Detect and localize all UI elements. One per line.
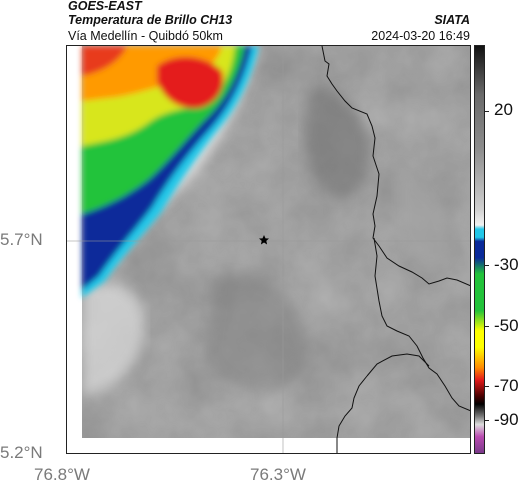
colorbar-tick-3 xyxy=(485,326,489,327)
boundary-lines xyxy=(321,46,470,453)
satellite-map xyxy=(66,45,471,454)
star-icon xyxy=(259,235,269,245)
colorbar-tick-1 xyxy=(485,111,489,112)
colorbar-label-5: -90 xyxy=(494,410,519,429)
route-subtitle: Vía Medellín - Quibdó 50km xyxy=(68,29,223,43)
colorbar xyxy=(474,45,485,454)
cold-cloud-top xyxy=(82,46,259,298)
colorbar-label-3: -50 xyxy=(494,316,519,335)
colorbar-tick-5 xyxy=(485,420,489,421)
colorbar-label-4: -70 xyxy=(494,376,519,395)
longitude-label-2: 76.3°W xyxy=(250,465,306,484)
longitude-label-1: 76.8°W xyxy=(34,465,90,484)
satellite-title: GOES-EAST xyxy=(68,0,142,13)
colorbar-label-2: -30 xyxy=(494,255,519,274)
organization-label: SIATA xyxy=(434,13,470,27)
product-title: Temperatura de Brillo CH13 xyxy=(68,13,233,27)
latitude-label-1: 5.7°N xyxy=(0,230,43,249)
latitude-label-2: 5.2°N xyxy=(0,443,43,462)
grid-lines xyxy=(67,46,470,453)
colorbar-tick-4 xyxy=(485,386,489,387)
colorbar-tick-2 xyxy=(485,265,489,266)
timestamp-label: 2024-03-20 16:49 xyxy=(371,29,470,43)
colorbar-label-1: 20 xyxy=(494,100,513,119)
